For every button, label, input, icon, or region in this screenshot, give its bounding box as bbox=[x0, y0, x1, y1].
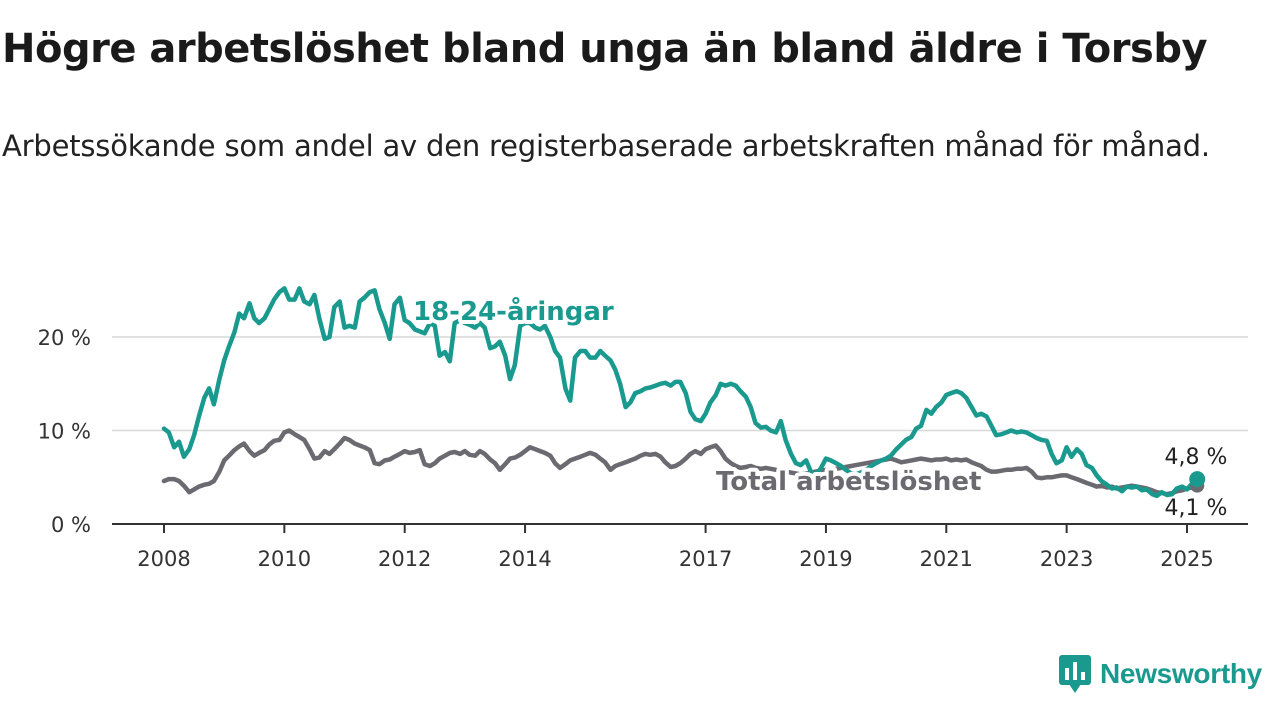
x-tick-label: 2019 bbox=[799, 547, 852, 571]
series-line-youth bbox=[161, 286, 1200, 499]
x-tick-label: 2025 bbox=[1160, 547, 1213, 571]
y-tick-label: 20 % bbox=[38, 326, 91, 350]
x-tick-label: 2017 bbox=[679, 547, 732, 571]
chart-title: Högre arbetslöshet bland unga än bland ä… bbox=[2, 26, 1208, 72]
series-label-youth: 18-24-åringar bbox=[413, 295, 614, 327]
x-tick-label: 2021 bbox=[920, 547, 973, 571]
series-line-total bbox=[161, 428, 1200, 497]
end-label-youth: 4,8 % bbox=[1165, 445, 1228, 470]
brand: Newsworthy bbox=[1058, 654, 1262, 694]
newsworthy-logo-icon bbox=[1059, 655, 1091, 693]
end-marker-youth bbox=[1189, 471, 1206, 488]
chart-subtitle: Arbetssökande som andel av den registerb… bbox=[2, 129, 1210, 163]
x-tick-label: 2014 bbox=[498, 547, 551, 571]
x-tick-label: 2012 bbox=[378, 547, 431, 571]
end-label-total: 4,1 % bbox=[1165, 496, 1228, 521]
series-label-total: Total arbetslöshet bbox=[716, 467, 981, 497]
x-tick-label: 2023 bbox=[1040, 547, 1093, 571]
y-tick-label: 0 % bbox=[51, 513, 91, 537]
brand-name: Newsworthy bbox=[1100, 658, 1262, 689]
x-tick-label: 2008 bbox=[137, 547, 190, 571]
y-tick-label: 10 % bbox=[38, 420, 91, 444]
x-tick-label: 2010 bbox=[258, 547, 311, 571]
